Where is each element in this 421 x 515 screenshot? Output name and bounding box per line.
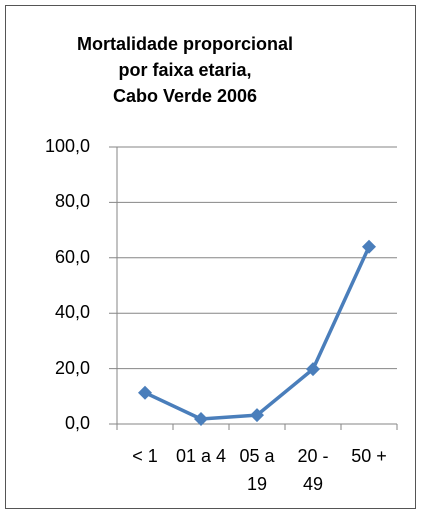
- data-point: [306, 362, 320, 377]
- data-point: [194, 412, 208, 427]
- data-point: [362, 239, 376, 254]
- x-tick-label: 05 a 19: [239, 446, 275, 494]
- y-tick-label: 20,0: [54, 357, 90, 378]
- y-tick-label: 0,0: [64, 413, 90, 433]
- x-tick-label: 20 - 49: [297, 446, 329, 494]
- data-point: [250, 408, 264, 423]
- chart-title: Mortalidade proporcional: [76, 34, 294, 54]
- x-tick-label: < 1: [132, 446, 158, 466]
- y-tick-label: 100,0: [44, 136, 90, 156]
- chart-border: [5, 5, 416, 509]
- data-point: [138, 385, 152, 400]
- y-tick-label: 80,0: [54, 191, 90, 212]
- y-tick-label: 60,0: [54, 246, 90, 267]
- chart-title: por faixa etaria,: [118, 60, 252, 80]
- series-line: [144, 245, 371, 421]
- x-tick-label: 50 +: [351, 446, 387, 466]
- y-tick-label: 40,0: [54, 302, 90, 323]
- x-tick-label: 01 a 4: [175, 446, 227, 466]
- chart-title: Cabo Verde 2006: [112, 86, 258, 106]
